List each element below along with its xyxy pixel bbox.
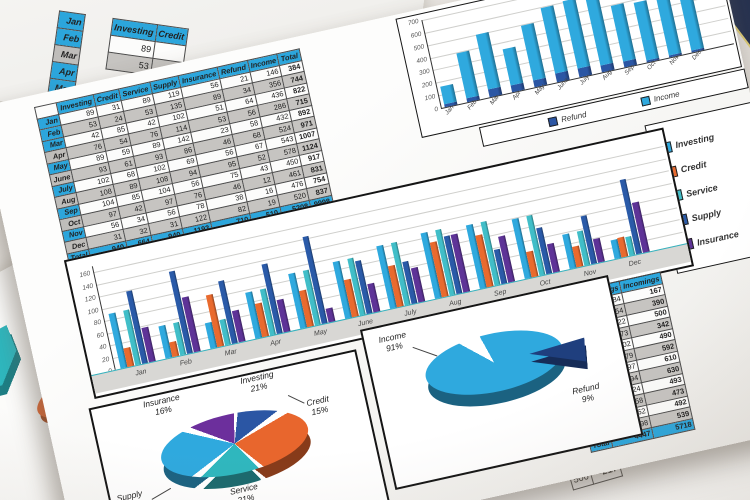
legend-label: Credit — [679, 159, 708, 175]
bar-segment-income — [610, 2, 636, 63]
axis-tick-label: 140 — [81, 282, 94, 292]
axis-tick-label: 300 — [418, 68, 431, 78]
axis-tick-label: 400 — [415, 55, 428, 65]
pie-label-income: Income 91% — [378, 329, 409, 355]
legend-item: Refund — [547, 109, 588, 127]
legend-label: Investing — [674, 132, 716, 151]
pie-label-investing: Investing 21% — [239, 369, 276, 396]
legend-swatch — [640, 95, 651, 107]
axis-tick-label: 0 — [433, 105, 439, 114]
axis-tick-label: 160 — [78, 270, 92, 280]
legend-label: Supply — [690, 206, 723, 224]
legend-item: Investing — [659, 120, 750, 155]
leader-line — [287, 394, 305, 404]
axis-tick-label: 700 — [407, 17, 420, 28]
pie-label-insurance: Insurance 16% — [142, 392, 183, 420]
pie-label-supply: Supply27% — [116, 488, 146, 500]
leader-line — [412, 346, 438, 357]
legend-item: Income — [640, 88, 681, 107]
legend-label: Insurance — [695, 228, 740, 248]
bar-segment-income — [584, 0, 614, 66]
legend-label: Service — [685, 182, 719, 199]
axis-tick-label: 200 — [421, 80, 434, 90]
axis-tick-label: 20 — [101, 355, 111, 364]
bar-segment-income — [520, 23, 546, 81]
legend-swatch — [547, 115, 559, 127]
legend-label: Refund — [560, 109, 588, 124]
axis-tick-label: 100 — [86, 306, 100, 316]
pie-label-credit: Credit 15% — [305, 393, 332, 418]
axis-tick-label: 600 — [410, 30, 423, 40]
legend-label: Income — [652, 88, 681, 104]
axis-tick-label: 60 — [95, 331, 105, 340]
axis-tick-label: 80 — [93, 318, 102, 328]
leader-line — [151, 487, 172, 500]
pie-label-value: 15% — [310, 403, 330, 418]
pie-label-refund: Refund 9% — [571, 381, 602, 407]
axis-tick-label: 120 — [84, 294, 97, 304]
axis-tick-label: 100 — [424, 93, 437, 103]
axis-tick-label: 40 — [98, 343, 108, 352]
bar-segment-income — [440, 83, 457, 105]
axis-tick-label: 500 — [412, 43, 425, 53]
